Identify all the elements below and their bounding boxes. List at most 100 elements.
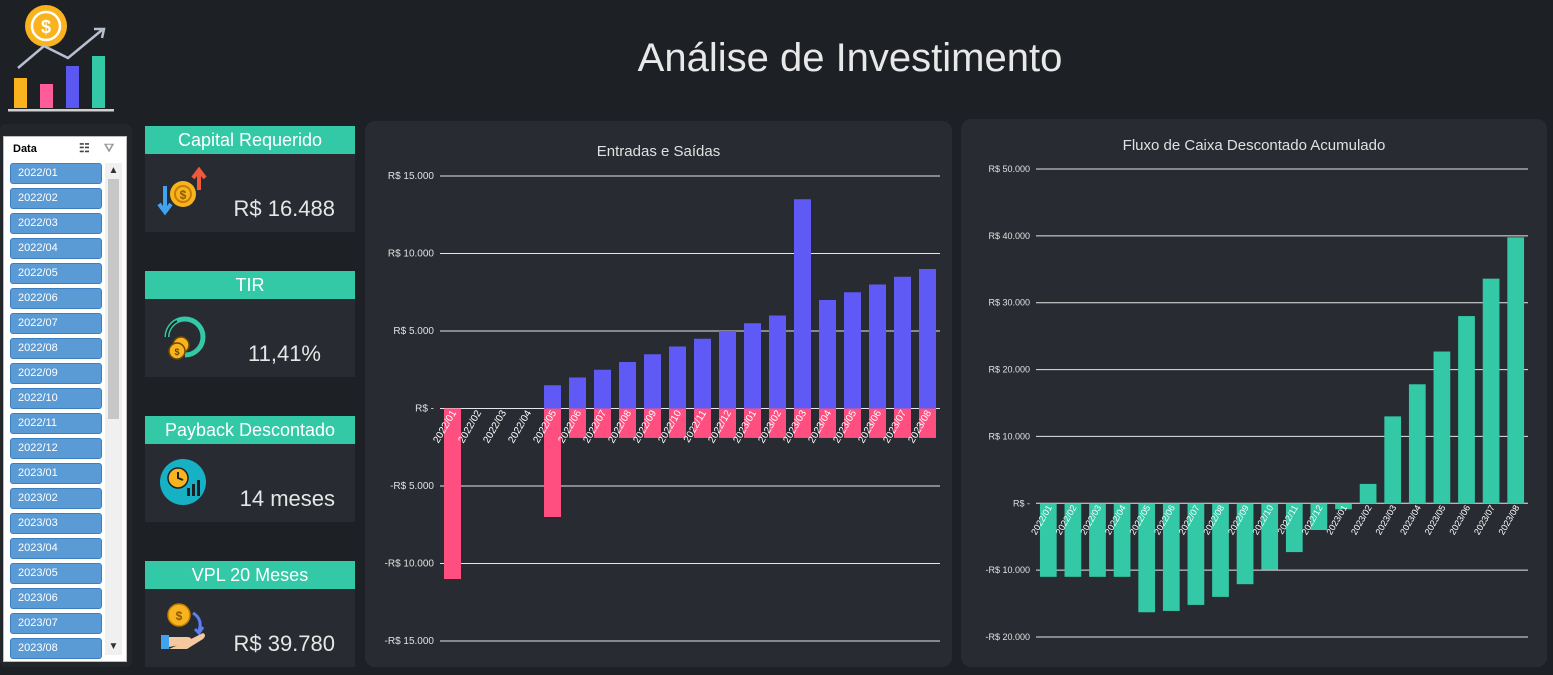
slicer-item[interactable]: 2023/05 [10,563,102,584]
bar [769,315,786,409]
slicer-item[interactable]: 2023/08 [10,638,102,659]
clock-chart-icon [157,456,209,508]
bar [694,338,711,409]
kpi-value: R$ 16.488 [233,196,335,221]
bar [1138,503,1156,613]
bar [694,408,711,438]
x-tick-label: 2022/04 [506,408,534,445]
coin-cycle-icon: $ [157,311,209,363]
bar [1089,503,1106,577]
chart-fluxo-caixa-descontado: R$ 50.000 R$ 40.000 R$ 30.000 R$ 20.000 R$ 1… [985,164,1528,642]
bar [869,284,886,409]
bar [1285,503,1303,553]
scroll-thumb[interactable] [108,179,119,419]
x-tick-label: 2022/03 [481,408,509,445]
x-tick-label: 2023/06 [1447,503,1472,536]
kpi-label: Capital Requerido [145,126,355,154]
bar [719,331,736,409]
bar [794,408,811,438]
slicer-item[interactable]: 2022/05 [10,263,102,284]
y-tick-label: R$ 20.000 [988,365,1030,375]
y-tick-label: R$ 30.000 [988,298,1030,308]
y-tick-label: R$ - [1013,498,1030,508]
bar [1236,503,1254,585]
slicer-item[interactable]: 2022/01 [10,163,102,184]
chart-title: Fluxo de Caixa Descontado Acumulado [1122,137,1386,154]
bar [1261,503,1279,570]
x-tick-label: 2023/03 [1373,503,1398,536]
slicer-item[interactable]: 2023/04 [10,538,102,559]
bar [819,300,836,409]
bar [769,408,786,438]
kpi-tir: TIR $ 11,41% [145,271,355,377]
kpi-payback-descontado: Payback Descontado 14 meses [145,416,355,522]
bar [1408,384,1426,504]
bar [1335,503,1352,510]
slicer-item[interactable]: 2023/03 [10,513,102,534]
logo: $ [6,2,118,114]
svg-text:$: $ [174,347,179,357]
chart-entradas-saidas-panel: Entradas e Saídas R$ 15.000 R$ 10.000 R$ 5… [365,121,952,667]
bar [619,362,636,409]
chart-title: Entradas e Saídas [596,143,721,160]
y-tick-label: R$ - [415,404,434,415]
bar [669,346,686,409]
bar [1458,316,1475,504]
y-tick-label: -R$ 5.000 [390,481,434,492]
bar [619,408,636,438]
coins-arrows-icon: $ [157,166,209,218]
slicer-item[interactable]: 2023/02 [10,488,102,509]
slicer-item[interactable]: 2022/06 [10,288,102,309]
scroll-down-icon[interactable]: ▼ [108,641,119,652]
slicer-item[interactable]: 2022/08 [10,338,102,359]
slicer-item[interactable]: 2022/04 [10,238,102,259]
bar [919,269,936,409]
y-tick-label: -R$ 15.000 [385,636,435,647]
bar [844,292,861,409]
bar [1310,503,1328,531]
bar [444,408,461,579]
slicer-header: Data ☷ ⛛ [10,141,122,159]
bar [719,408,736,438]
bar [744,408,761,438]
x-tick-label: 2023/08 [1496,503,1521,536]
slicer-item[interactable]: 2022/07 [10,313,102,334]
slicer-item[interactable]: 2022/12 [10,438,102,459]
slicer-item[interactable]: 2022/10 [10,388,102,409]
chart-entradas-saidas: R$ 15.000 R$ 10.000 R$ 5.000 R$ - -R$ 5.000 -… [385,171,940,647]
y-tick-label: R$ 40.000 [988,231,1030,241]
bar [644,408,661,438]
x-tick-label: 2023/04 [1398,503,1423,536]
slicer-scrollbar[interactable]: ▲ ▼ [105,163,122,655]
slicer-item[interactable]: 2022/11 [10,413,102,434]
y-tick-label: R$ 50.000 [988,164,1030,174]
slicer-title: Data [13,143,37,155]
bar [1359,483,1377,504]
slicer-item[interactable]: 2023/07 [10,613,102,634]
scroll-up-icon[interactable]: ▲ [108,165,119,176]
kpi-value: 14 meses [239,486,335,511]
y-tick-label: -R$ 10.000 [985,565,1030,575]
bar [544,408,561,517]
kpi-label: VPL 20 Meses [145,561,355,589]
y-tick-label: R$ 5.000 [393,326,434,337]
slicer-item[interactable]: 2022/03 [10,213,102,234]
slicer-item[interactable]: 2023/01 [10,463,102,484]
bar [1212,503,1229,597]
multi-select-icon[interactable]: ☷ [79,141,90,155]
y-tick-label: R$ 10.000 [388,249,435,260]
bar [1482,278,1500,504]
bar [919,408,936,438]
hand-coin-icon: $ [157,601,209,653]
bar [1162,503,1180,611]
slicer-item[interactable]: 2022/09 [10,363,102,384]
clear-filter-icon[interactable]: ⛛ [104,141,115,155]
bar [569,377,586,409]
slicer-items: 2022/01 2022/02 2022/03 2022/04 2022/05 2022/… [10,163,102,663]
bar [794,199,811,409]
y-tick-label: -R$ 20.000 [985,632,1030,642]
x-tick-label: 2023/02 [1349,503,1374,536]
kpi-label: Payback Descontado [145,416,355,444]
slicer-item[interactable]: 2022/02 [10,188,102,209]
slicer-item[interactable]: 2023/06 [10,588,102,609]
